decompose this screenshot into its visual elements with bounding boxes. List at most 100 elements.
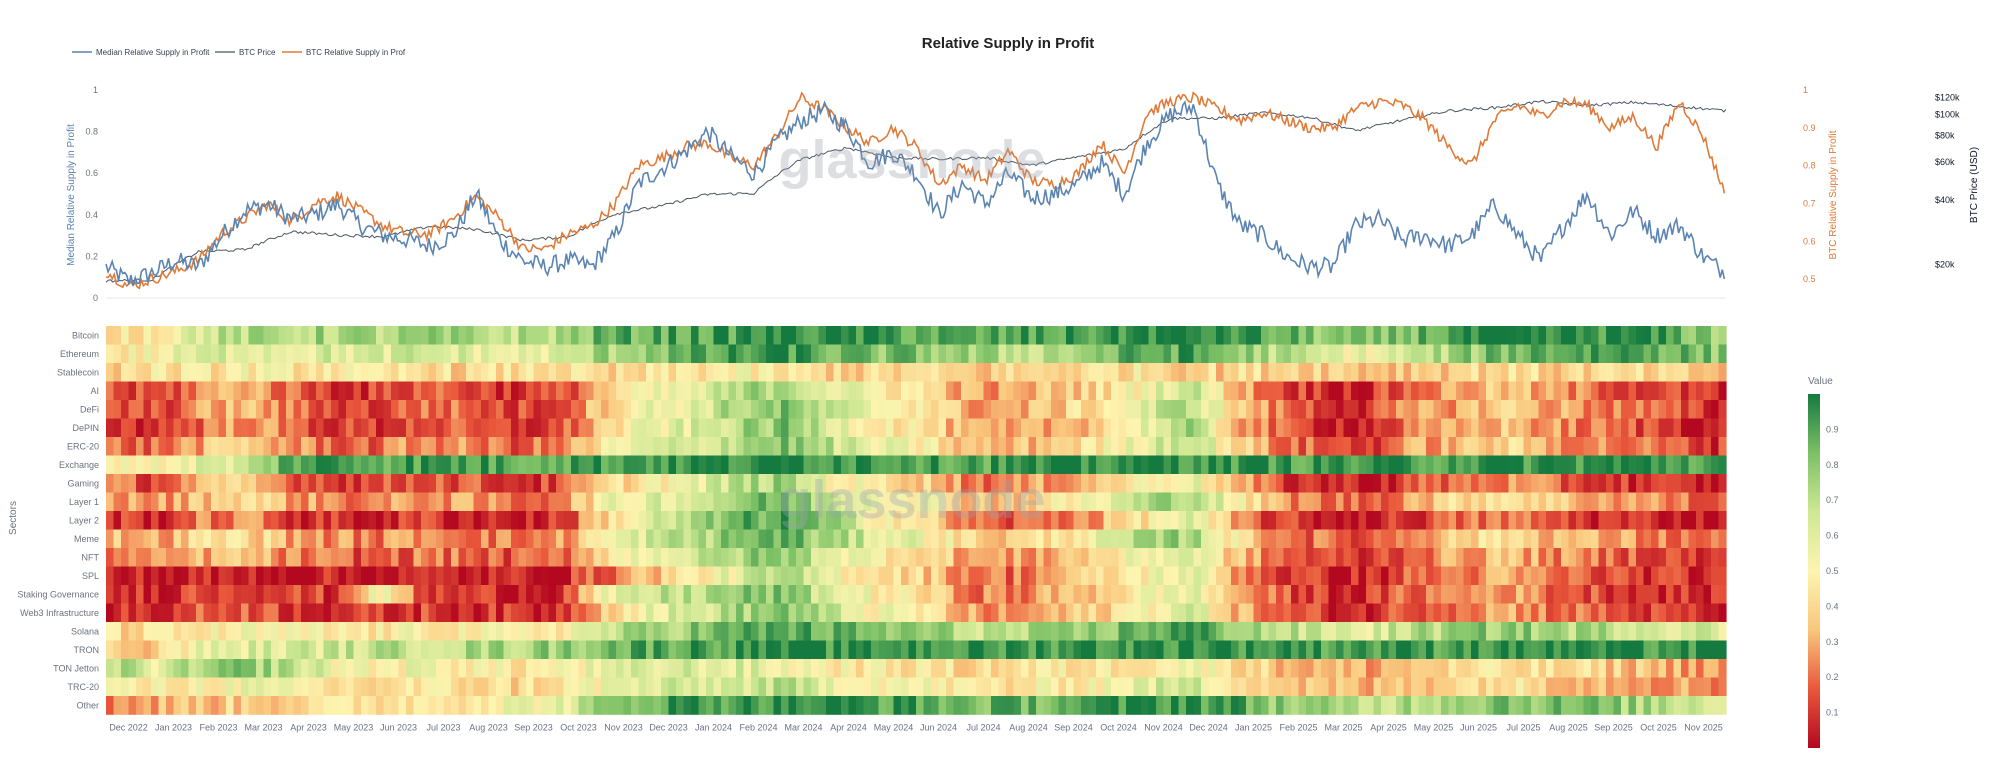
series-line-btc-supply-in-profit[interactable] xyxy=(105,91,1726,290)
heatmap-cell xyxy=(1501,437,1510,456)
heatmap-cell xyxy=(1718,326,1727,345)
heatmap-cell xyxy=(1546,474,1555,493)
heatmap-row[interactable] xyxy=(106,548,1727,567)
heatmap-row[interactable] xyxy=(106,400,1727,419)
heatmap-cell xyxy=(203,529,212,549)
heatmap-cell xyxy=(938,566,947,586)
heatmap-row[interactable] xyxy=(106,474,1727,493)
heatmap-cell xyxy=(1643,585,1652,604)
heatmap-row[interactable] xyxy=(106,418,1727,438)
heatmap-cell xyxy=(1666,566,1675,586)
heatmap-cell xyxy=(1208,585,1217,604)
heatmap-cell xyxy=(1058,418,1067,438)
heatmap-cell xyxy=(1163,492,1172,512)
legend-label-median[interactable]: Median Relative Supply in Profit xyxy=(96,48,210,57)
heatmap-row[interactable] xyxy=(106,437,1727,456)
x-axis-tick: Jul 2025 xyxy=(1506,723,1540,733)
heatmap-cell xyxy=(481,659,490,678)
heatmap-cell xyxy=(1373,326,1382,345)
heatmap-cell xyxy=(1201,677,1210,697)
heatmap-cell xyxy=(151,603,160,623)
heatmap-row-label: AI xyxy=(90,386,99,396)
heatmap-cell xyxy=(1051,400,1060,419)
heatmap-cell xyxy=(811,548,820,567)
heatmap-cell xyxy=(556,437,565,456)
heatmap-cell xyxy=(166,585,175,604)
heatmap-cell xyxy=(698,344,707,364)
heatmap-cell xyxy=(616,474,625,493)
heatmap-cell xyxy=(683,344,692,364)
heatmap-row[interactable] xyxy=(106,511,1727,530)
heatmap-cell xyxy=(1636,326,1645,345)
heatmap-cell xyxy=(706,696,715,715)
heatmap-cell xyxy=(728,640,737,660)
heatmap-cell xyxy=(166,677,175,697)
heatmap-cell xyxy=(833,418,842,438)
heatmap-row[interactable] xyxy=(106,640,1727,660)
heatmap-cell xyxy=(1246,659,1255,678)
heatmap-cell xyxy=(113,566,122,586)
heatmap-cell xyxy=(736,622,745,641)
heatmap-cell xyxy=(953,659,962,678)
heatmap-cell xyxy=(256,696,265,715)
legend-label-btc-supply[interactable]: BTC Relative Supply in Prof xyxy=(306,48,406,57)
heatmap-row[interactable] xyxy=(106,585,1727,604)
heatmap-cell xyxy=(1628,566,1637,586)
heatmap-cell xyxy=(361,418,370,438)
heatmap-cell xyxy=(923,622,932,641)
heatmap-row[interactable] xyxy=(106,622,1727,641)
heatmap-row[interactable] xyxy=(106,677,1727,697)
heatmap-row[interactable] xyxy=(106,603,1727,623)
heatmap-cell xyxy=(331,511,340,530)
right-axis-price-tick: $60k xyxy=(1935,157,1955,167)
series-line-median-supply-in-profit[interactable] xyxy=(105,100,1726,286)
heatmap-cell xyxy=(1186,363,1195,382)
heatmap-cell xyxy=(631,603,640,623)
heatmap-cell xyxy=(1141,363,1150,382)
heatmap-cell xyxy=(1531,566,1540,586)
heatmap-cell xyxy=(1688,659,1697,678)
heatmap-row[interactable] xyxy=(106,566,1727,586)
heatmap-cell xyxy=(1546,418,1555,438)
heatmap-cell xyxy=(166,492,175,512)
heatmap-cell xyxy=(1718,418,1727,438)
heatmap-cell xyxy=(751,400,760,419)
heatmap-cell xyxy=(1703,585,1712,604)
heatmap-cell xyxy=(533,492,542,512)
heatmap-cell xyxy=(796,640,805,660)
heatmap-row[interactable] xyxy=(106,344,1727,364)
heatmap-cell xyxy=(1516,363,1525,382)
heatmap-cell xyxy=(1711,548,1720,567)
heatmap-row[interactable] xyxy=(106,381,1727,401)
heatmap-row[interactable] xyxy=(106,455,1727,475)
heatmap-cell xyxy=(1591,455,1600,475)
heatmap-cell xyxy=(586,381,595,401)
heatmap-row[interactable] xyxy=(106,696,1727,715)
heatmap-cell xyxy=(908,511,917,530)
heatmap-cell xyxy=(1073,622,1082,641)
heatmap-cell xyxy=(826,326,835,345)
heatmap-cell xyxy=(1156,492,1165,512)
heatmap-cell xyxy=(593,585,602,604)
series-line-btc-price[interactable] xyxy=(105,99,1727,283)
heatmap-row[interactable] xyxy=(106,659,1727,678)
heatmap-cell xyxy=(646,585,655,604)
heatmap-cell xyxy=(766,585,775,604)
heatmap-cell xyxy=(143,566,152,586)
heatmap-cell xyxy=(173,511,182,530)
heatmap-cell xyxy=(1388,400,1397,419)
heatmap-cell xyxy=(1201,622,1210,641)
heatmap-row-label: Exchange xyxy=(59,460,99,470)
sector-heatmap xyxy=(106,326,1727,715)
legend-label-btc-price[interactable]: BTC Price xyxy=(239,48,276,57)
heatmap-row[interactable] xyxy=(106,529,1727,549)
heatmap-cell xyxy=(173,529,182,549)
heatmap-cell xyxy=(436,603,445,623)
heatmap-cell xyxy=(916,474,925,493)
heatmap-row[interactable] xyxy=(106,492,1727,512)
heatmap-row[interactable] xyxy=(106,326,1727,345)
heatmap-cell xyxy=(901,548,910,567)
heatmap-cell xyxy=(1658,492,1667,512)
heatmap-cell xyxy=(1366,696,1375,715)
heatmap-row[interactable] xyxy=(106,363,1727,382)
